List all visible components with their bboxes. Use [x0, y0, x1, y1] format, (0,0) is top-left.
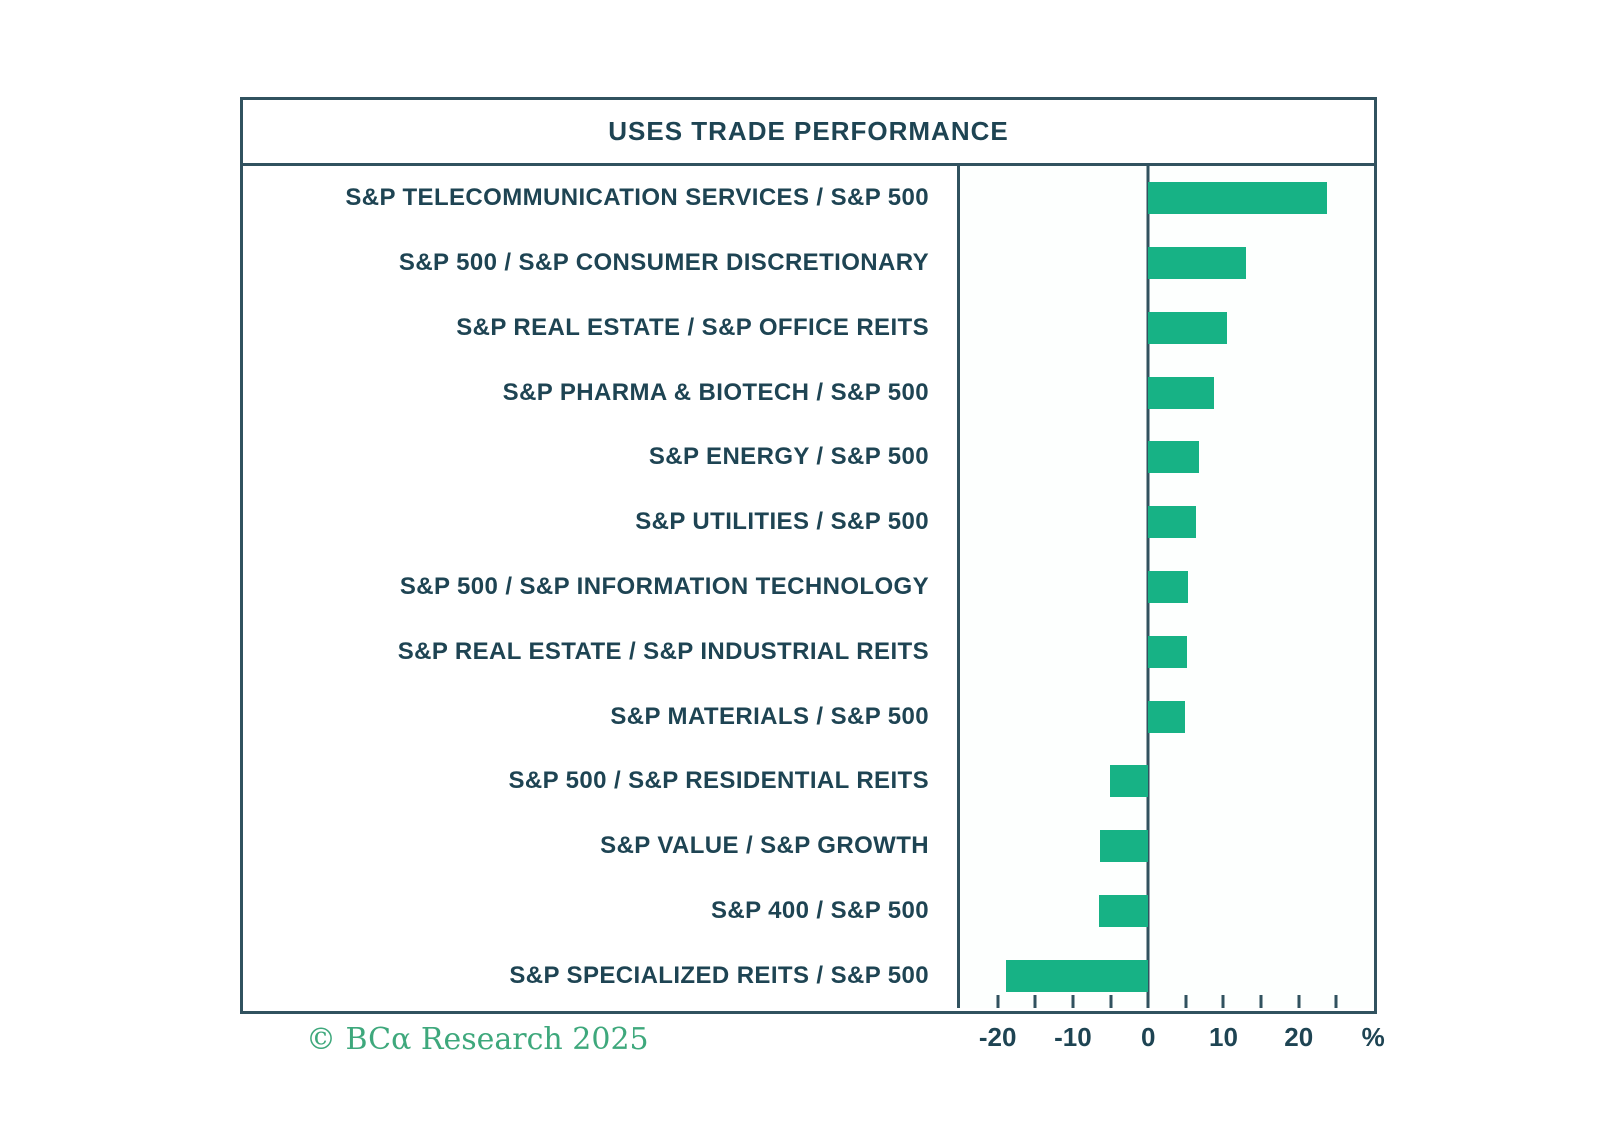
chart-title: USES TRADE PERFORMANCE	[608, 116, 1009, 146]
axis-tick	[1221, 995, 1225, 1008]
plot-area	[957, 166, 1374, 1008]
axis-tick	[1033, 995, 1037, 1008]
category-label: S&P REAL ESTATE / S&P INDUSTRIAL REITS	[397, 637, 929, 665]
category-label: S&P SPECIALIZED REITS / S&P 500	[509, 961, 929, 989]
category-label: S&P MATERIALS / S&P 500	[610, 702, 929, 730]
bar	[1148, 311, 1228, 344]
category-labels-column: S&P TELECOMMUNICATION SERVICES / S&P 500…	[243, 166, 957, 1008]
x-axis-tick-label: 10	[1208, 1022, 1238, 1052]
category-label: S&P 400 / S&P 500	[710, 896, 929, 924]
axis-tick	[1184, 995, 1188, 1008]
x-axis-tick-label: 0	[1140, 1022, 1156, 1052]
axis-tick	[1297, 995, 1301, 1008]
category-label: S&P 500 / S&P INFORMATION TECHNOLOGY	[399, 572, 929, 600]
bar	[1148, 506, 1196, 539]
bar	[1148, 376, 1215, 409]
copyright-footer: © BCα Research 2025	[306, 1022, 649, 1057]
bar	[1148, 700, 1186, 733]
category-label: S&P 500 / S&P RESIDENTIAL REITS	[508, 767, 929, 795]
x-axis-tick-label: 20	[1284, 1022, 1314, 1052]
bar	[1148, 441, 1199, 474]
category-label: S&P TELECOMMUNICATION SERVICES / S&P 500	[345, 184, 929, 212]
chart-container: USES TRADE PERFORMANCE S&P TELECOMMUNICA…	[240, 97, 1377, 1014]
bar	[1148, 571, 1189, 603]
bar	[1148, 635, 1188, 668]
axis-tick	[1109, 995, 1113, 1008]
x-axis-unit-label: %	[1361, 1022, 1385, 1052]
category-label: S&P REAL ESTATE / S&P OFFICE REITS	[456, 313, 929, 341]
axis-tick	[1259, 995, 1263, 1008]
bar	[1148, 247, 1247, 280]
axis-tick	[1071, 995, 1075, 1008]
x-axis-labels: -20 -10 0 10 20%	[960, 1022, 1385, 1062]
x-axis-tick-label: -20	[978, 1022, 1017, 1052]
category-label: S&P 500 / S&P CONSUMER DISCRETIONARY	[398, 249, 929, 277]
category-label: S&P PHARMA & BIOTECH / S&P 500	[502, 378, 929, 406]
x-axis-tick-label: -10	[1054, 1022, 1092, 1052]
bar	[1109, 765, 1149, 798]
category-label: S&P VALUE / S&P GROWTH	[600, 832, 929, 860]
axis-tick	[996, 995, 1000, 1008]
category-label: S&P ENERGY / S&P 500	[648, 443, 929, 471]
bar	[1005, 959, 1149, 992]
axis-tick	[1334, 995, 1338, 1008]
bar	[1098, 894, 1149, 927]
chart-title-band: USES TRADE PERFORMANCE	[243, 100, 1374, 166]
chart-content: S&P TELECOMMUNICATION SERVICES / S&P 500…	[243, 166, 1374, 1008]
bar	[1100, 830, 1149, 863]
category-label: S&P UTILITIES / S&P 500	[635, 508, 929, 536]
bar	[1148, 182, 1327, 215]
